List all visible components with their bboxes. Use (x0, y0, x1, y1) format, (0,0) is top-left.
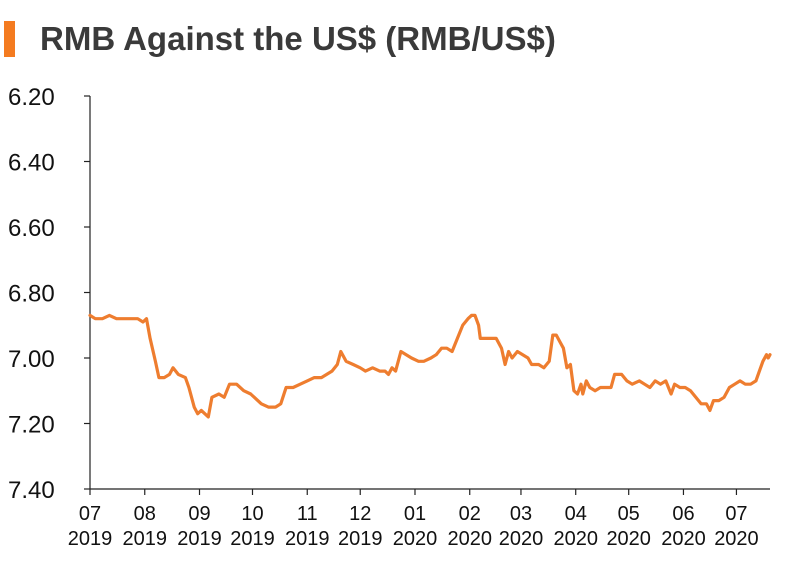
x-tick-label-month: 11 (297, 503, 318, 525)
x-tick-label-month: 07 (79, 503, 101, 525)
x-tick-label-month: 12 (349, 503, 371, 525)
x-tick-label-month: 05 (618, 503, 640, 525)
x-tick-label-year: 2020 (714, 528, 759, 550)
x-tick-label-year: 2019 (230, 528, 275, 550)
x-tick-label-month: 09 (188, 503, 210, 525)
y-tick-label: 7.00 (8, 346, 55, 373)
x-tick-label-year: 2019 (68, 528, 113, 550)
title-accent-bar (4, 21, 15, 57)
x-tick-label-year: 2020 (499, 528, 544, 550)
y-tick-label: 6.60 (8, 215, 55, 242)
y-tick-label: 6.80 (8, 281, 55, 308)
x-tick-label-year: 2020 (393, 528, 438, 550)
x-tick-label-year: 2019 (285, 528, 330, 550)
x-tick-label-month: 03 (510, 503, 532, 525)
x-tick-label-month: 10 (241, 503, 263, 525)
y-tick-label: 6.40 (8, 150, 55, 177)
x-tick-label-year: 2020 (606, 528, 651, 550)
x-tick-label-year: 2020 (661, 528, 706, 550)
x-tick-label-month: 08 (134, 503, 156, 525)
chart-title: RMB Against the US$ (RMB/US$) (40, 20, 556, 57)
x-tick-label-month: 01 (404, 503, 426, 525)
x-tick-label-month: 04 (565, 503, 587, 525)
series-line-rmb-usd (88, 313, 772, 419)
x-tick-label-month: 02 (459, 503, 481, 525)
y-axis: 6.20 6.40 6.60 6.80 7.00 7.20 7.40 (8, 84, 91, 504)
x-tick-label-year: 2020 (553, 528, 598, 550)
y-tick-label: 7.40 (8, 477, 55, 504)
x-tick-label-year: 2019 (177, 528, 222, 550)
y-tick-label: 6.20 (8, 84, 55, 111)
x-tick-label-year: 2019 (338, 528, 383, 550)
x-axis: 07 2019 08 2019 09 2019 10 2019 11 2019 12 2019 01 20… (68, 488, 770, 550)
y-tick-label: 7.20 (8, 412, 55, 439)
x-tick-label-year: 2019 (123, 528, 168, 550)
series-layer (88, 313, 772, 419)
x-tick-label-month: 06 (672, 503, 694, 525)
x-tick-label-year: 2020 (447, 528, 492, 550)
x-tick-label-month: 07 (725, 503, 747, 525)
